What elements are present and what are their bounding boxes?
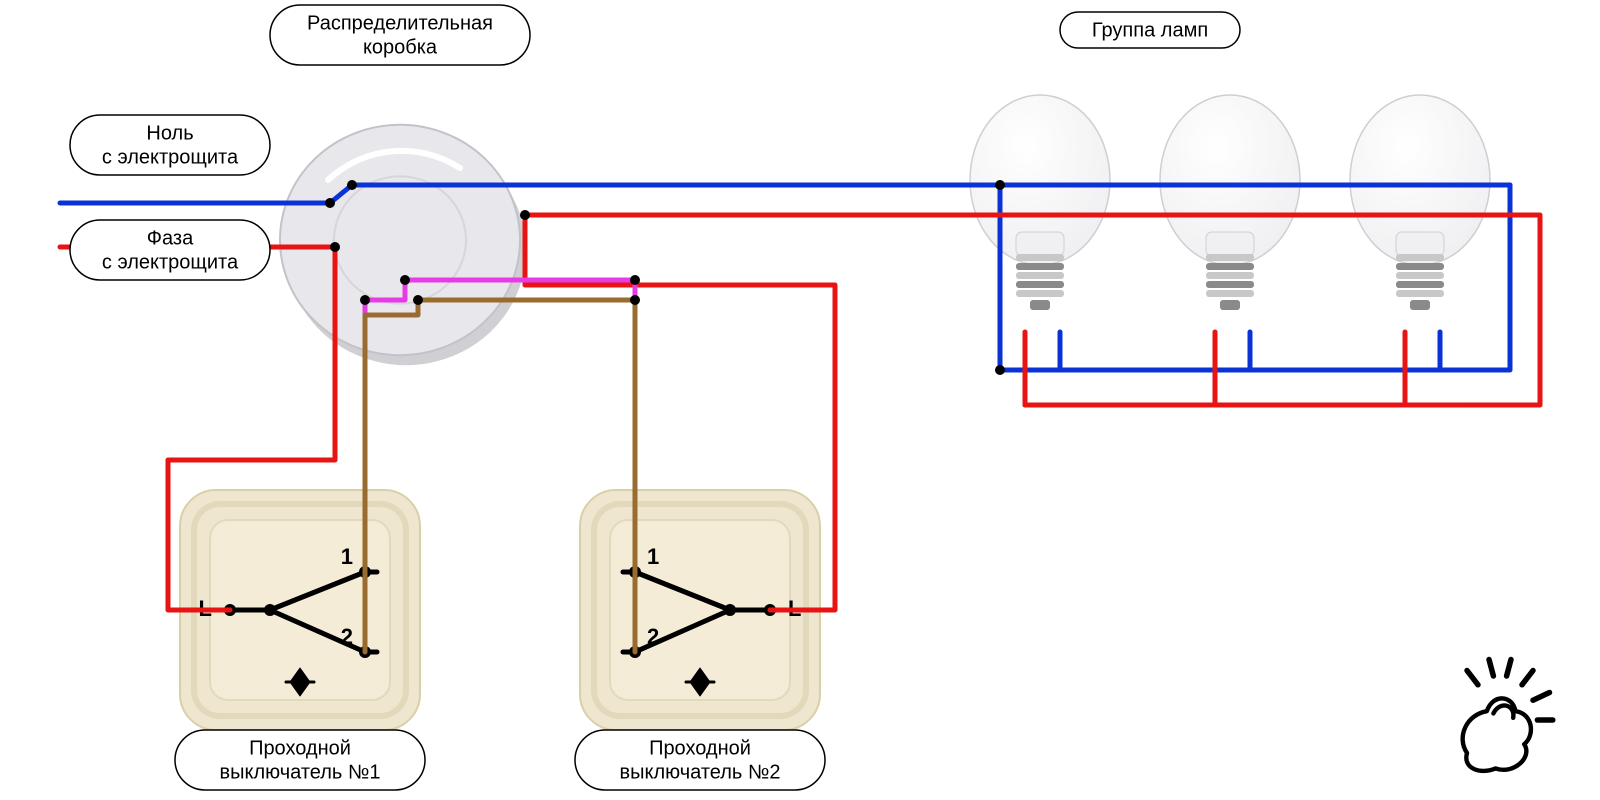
terminal-label: 2 (647, 624, 659, 649)
junction-dot (347, 180, 357, 190)
junction-dot (413, 295, 423, 305)
svg-text:Ноль: Ноль (146, 122, 193, 144)
lamp-icon (970, 95, 1110, 310)
lamp-icon (1160, 95, 1300, 310)
terminal-label: 2 (341, 624, 353, 649)
label: Нольс электрощита (70, 115, 270, 175)
svg-text:с электрощита: с электрощита (102, 146, 239, 168)
svg-text:Проходной: Проходной (649, 737, 751, 759)
junction-dot (630, 295, 640, 305)
svg-text:Проходной: Проходной (249, 737, 351, 759)
terminal-label: 1 (647, 544, 659, 569)
label: Группа ламп (1060, 12, 1240, 48)
junction-dot (520, 210, 530, 220)
logo-icon (1463, 660, 1553, 771)
lamp-icon (1350, 95, 1490, 310)
svg-text:Фаза: Фаза (147, 227, 194, 249)
label: Проходнойвыключатель №1 (175, 730, 425, 790)
svg-text:выключатель №2: выключатель №2 (620, 761, 781, 783)
junction-dot (330, 242, 340, 252)
label: Проходнойвыключатель №2 (575, 730, 825, 790)
terminal-label: 1 (341, 544, 353, 569)
junction-dot (400, 275, 410, 285)
junction-dot (325, 198, 335, 208)
svg-text:Группа ламп: Группа ламп (1092, 19, 1208, 41)
svg-text:Распределительная: Распределительная (307, 12, 493, 34)
wiring-diagram: L12L12РаспределительнаякоробкаНольс элек… (0, 0, 1600, 800)
junction-dot (995, 180, 1005, 190)
junction-dot (630, 275, 640, 285)
label: Распределительнаякоробка (270, 5, 530, 65)
label: Фазас электрощита (70, 220, 270, 280)
svg-text:коробка: коробка (363, 36, 438, 58)
junction-dot (995, 365, 1005, 375)
svg-text:с электрощита: с электрощита (102, 251, 239, 273)
svg-text:выключатель №1: выключатель №1 (220, 761, 381, 783)
junction-dot (360, 295, 370, 305)
